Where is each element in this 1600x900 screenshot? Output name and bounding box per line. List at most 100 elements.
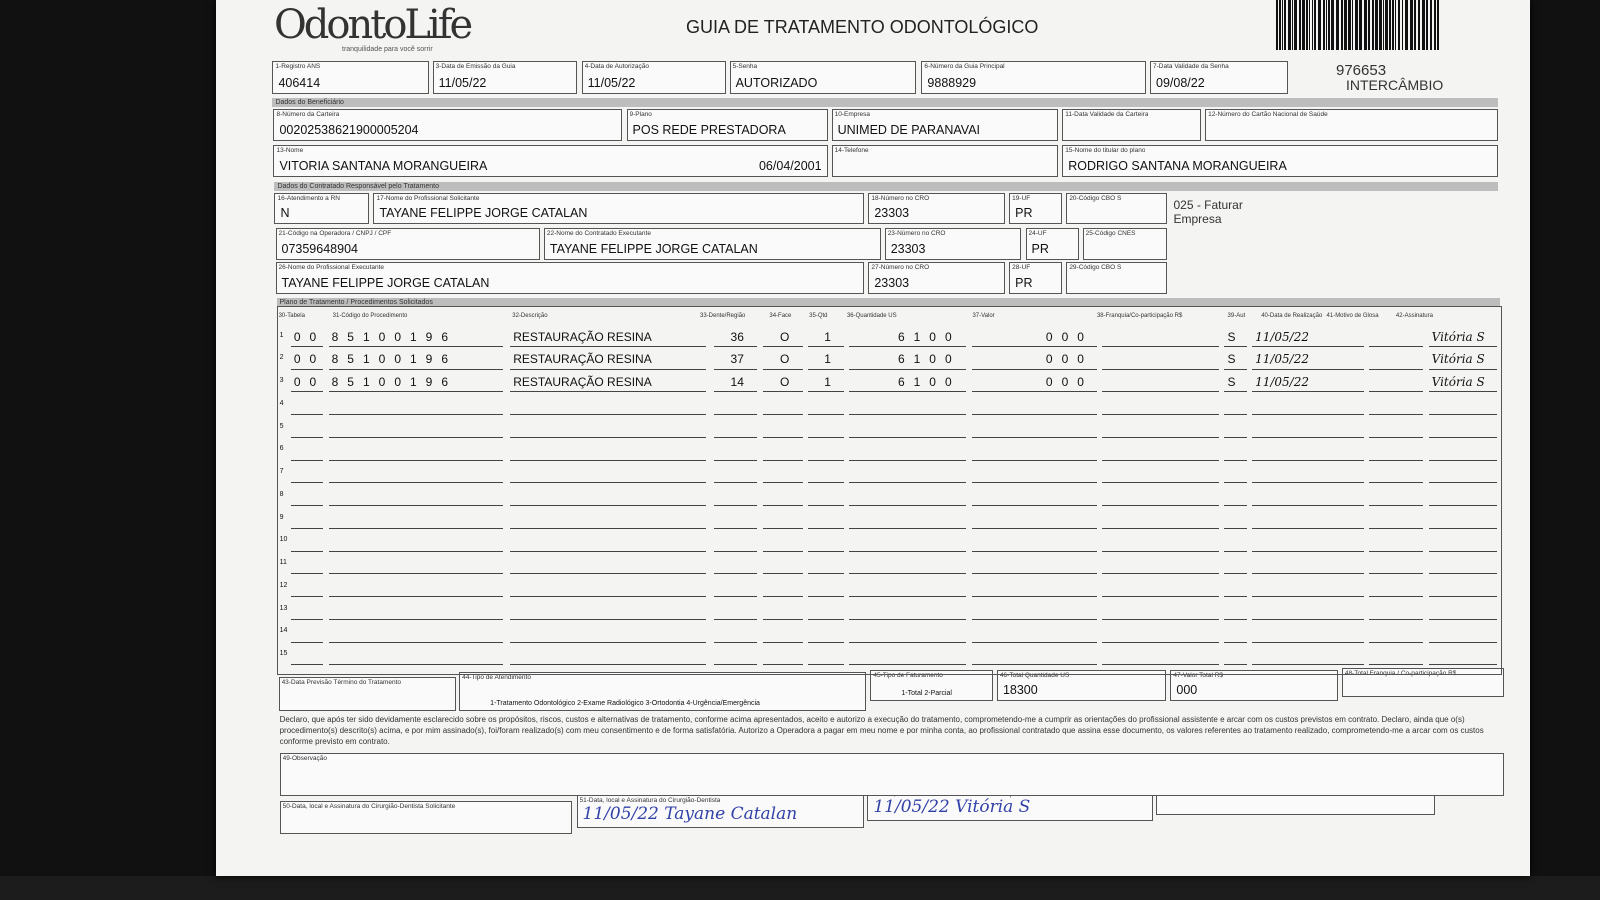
barcode-bar <box>1352 0 1353 50</box>
cell-line <box>510 482 707 484</box>
cell-line <box>714 368 758 370</box>
cell-line <box>714 459 758 461</box>
cell-line <box>328 550 504 552</box>
cell-line <box>808 596 844 598</box>
cell-line <box>290 641 324 643</box>
cell-line <box>290 573 324 575</box>
cell-line <box>510 550 707 552</box>
cell-line <box>1369 550 1424 552</box>
cell-line <box>1369 436 1424 438</box>
cell-line <box>328 436 504 438</box>
cell-line <box>808 482 844 484</box>
cell-value: 000 <box>1045 375 1093 390</box>
cell-line <box>714 641 758 643</box>
cell-value: 000 <box>1045 352 1093 367</box>
cell-line <box>808 414 844 416</box>
barcode-bar <box>1348 0 1351 50</box>
cell-line <box>714 345 758 347</box>
cell-line <box>1369 618 1424 620</box>
cell-line <box>1102 550 1220 552</box>
barcode-bar <box>1398 0 1400 50</box>
cell-line <box>328 527 504 529</box>
cell-line <box>972 414 1097 416</box>
cell-line <box>1102 436 1220 438</box>
row-number: 3 <box>279 377 284 385</box>
cell-line <box>1102 618 1220 620</box>
cell-line <box>290 618 324 620</box>
barcode-bar <box>1331 0 1334 50</box>
cell-line <box>510 459 707 461</box>
cell-line <box>1252 550 1365 552</box>
barcode-bar <box>1336 0 1339 50</box>
form-field: 23-Número no CRO 23303 <box>884 227 1022 261</box>
cell-line <box>763 550 804 552</box>
barcode-bar <box>1437 0 1439 50</box>
barcode-bar <box>1392 0 1394 50</box>
row-number: 4 <box>279 399 284 407</box>
guide-number: 976653 <box>1336 62 1387 79</box>
cell-line <box>1428 596 1497 598</box>
cell-value: 11/05/22 <box>1255 352 1309 367</box>
cell-line <box>848 459 967 461</box>
form-field: 19-UF PR <box>1009 192 1063 225</box>
cell-value: 37 <box>730 352 744 367</box>
cell-line <box>1224 505 1247 507</box>
cell-line <box>848 345 967 347</box>
cell-line <box>1224 618 1247 620</box>
cell-line <box>848 391 967 393</box>
field-value: N <box>280 206 290 221</box>
field-label: 48-Total Franquia / Co-participação R$ <box>1344 670 1457 678</box>
cell-line <box>290 436 324 438</box>
cell-line <box>972 573 1097 575</box>
row-number: 9 <box>279 513 284 521</box>
row-number: 11 <box>279 559 287 567</box>
cell-line <box>808 550 844 552</box>
cell-value: 36 <box>730 329 744 344</box>
cell-line <box>848 482 967 484</box>
cell-line <box>290 596 324 598</box>
cell-value: RESTAURAÇÃO RESINA <box>513 329 652 344</box>
barcode-bar <box>1355 0 1358 50</box>
field-value: TAYANE FELIPPE JORGE CATALAN <box>281 275 490 290</box>
form-field: 27-Número no CRO 23303 <box>868 262 1006 294</box>
cell-line <box>763 414 804 416</box>
form-sheet: OdontoLife tranquilidade para você sorri… <box>216 0 1530 876</box>
barcode-bar <box>1312 0 1313 50</box>
cell-line <box>714 550 758 552</box>
field-label: 21-Código na Operadora / CNPJ / CPF <box>278 229 392 237</box>
cell-value: S <box>1227 329 1236 344</box>
barcode-bar <box>1430 0 1432 50</box>
cell-line <box>1369 482 1424 484</box>
cell-line <box>763 436 804 438</box>
cell-line <box>972 391 1097 393</box>
form-field: 17-Nome do Profissional Solicitante TAYAN… <box>373 192 865 225</box>
form-field: 29-Código CBO S <box>1066 262 1168 294</box>
cell-line <box>290 527 324 529</box>
barcode-bar <box>1326 0 1327 50</box>
billing-note: 025 - Faturar Empresa <box>1173 197 1243 226</box>
field-label: 15-Nome do titular do plano <box>1065 146 1146 154</box>
cell-line <box>1252 482 1365 484</box>
cell-line <box>848 505 967 507</box>
form-field: 25-Código CNES <box>1082 227 1168 261</box>
field-value: TAYANE FELIPPE JORGE CATALAN <box>379 206 588 221</box>
cell-line <box>808 368 844 370</box>
form-field: 7-Data Validade da Senha 09/08/22 <box>1150 61 1288 94</box>
cell-line <box>714 414 758 416</box>
cell-line <box>1252 527 1365 529</box>
barcode-bar <box>1282 0 1283 50</box>
cell-line <box>1428 482 1497 484</box>
row-number: 14 <box>279 627 288 635</box>
cell-line <box>1102 527 1220 529</box>
cell-line <box>510 345 707 347</box>
cell-line <box>1369 664 1424 666</box>
cell-line <box>328 368 504 370</box>
cell-line <box>290 345 324 347</box>
cell-line <box>1102 664 1220 666</box>
cell-line <box>1252 641 1365 643</box>
field-label: 8-Número da Carteira <box>276 111 340 119</box>
field-label: 10-Empresa <box>834 111 871 119</box>
field-value: 000 <box>1176 683 1198 698</box>
field-value: 23303 <box>890 242 926 257</box>
cell-line <box>808 345 844 347</box>
